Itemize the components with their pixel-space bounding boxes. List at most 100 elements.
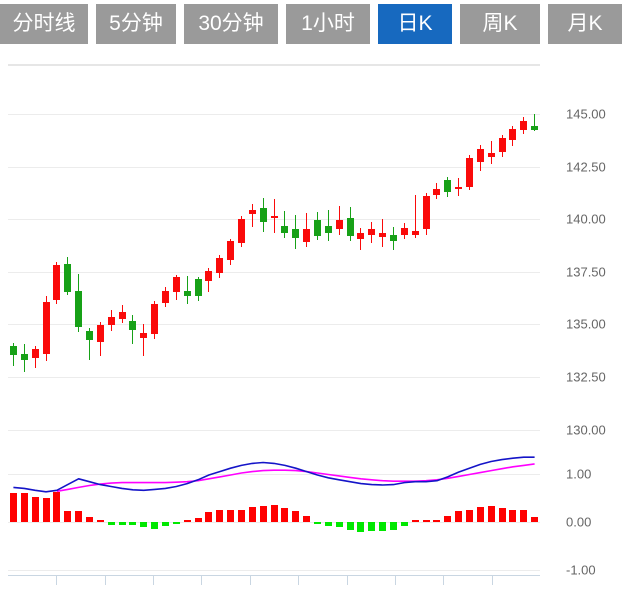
candle-body: [172, 277, 180, 292]
macd-histogram-bar: [498, 507, 506, 522]
candle-body: [129, 321, 137, 330]
candle-body: [433, 188, 441, 195]
tab-label: 30分钟: [198, 12, 264, 35]
candle-wick: [490, 141, 492, 165]
tab-6[interactable]: 周K: [460, 4, 540, 44]
dif-line: [13, 456, 535, 493]
price-gridline: [8, 324, 540, 326]
macd-plot-area[interactable]: 1.00 0.00 -1.00: [0, 420, 626, 589]
tab-label: 分时线: [12, 12, 76, 35]
candle-wick: [284, 210, 286, 239]
candle-wick: [12, 343, 14, 367]
tab-5[interactable]: 日K: [378, 4, 452, 44]
candle-body: [42, 302, 50, 354]
candle-body: [498, 138, 506, 152]
candle-body: [151, 304, 159, 334]
macd-histogram-bar: [183, 520, 191, 522]
macd-histogram-bar: [433, 519, 441, 522]
candle-body: [400, 227, 408, 235]
candle-body: [270, 216, 278, 219]
macd-histogram-bar: [64, 511, 72, 522]
candle-body: [422, 196, 430, 229]
candle-body: [216, 258, 224, 273]
macd-histogram-bar: [324, 522, 332, 526]
macd-gridline: [8, 474, 540, 475]
macd-histogram-bar: [140, 522, 148, 528]
candle-body: [85, 330, 93, 341]
candle-body: [465, 158, 473, 187]
macd-histogram-bar: [118, 522, 126, 526]
macd-histogram-bar: [227, 510, 235, 522]
candle-wick: [143, 324, 145, 356]
macd-histogram-bar: [237, 509, 245, 522]
x-axis-tick: [443, 576, 445, 585]
dea-line: [56, 463, 535, 493]
price-axis-label: 135.00: [566, 316, 606, 332]
macd-histogram-bar: [389, 522, 397, 530]
candle-body: [53, 265, 61, 301]
tab-1[interactable]: 分时线: [0, 4, 88, 44]
x-axis-tick: [491, 576, 493, 585]
macd-histogram-bar: [9, 493, 17, 522]
price-plot-area[interactable]: 145.00 142.50 140.00 137.50 135.00 132.50 130.…: [0, 48, 626, 437]
price-chart-panel: 145.00 142.50 140.00 137.50 135.00 132.50 130.…: [0, 48, 626, 437]
macd-histogram-bar: [20, 493, 28, 522]
price-gridline: [8, 377, 540, 378]
candle-body: [183, 290, 191, 296]
macd-histogram-bar: [303, 516, 311, 522]
price-gridline: [8, 114, 540, 115]
macd-histogram-bar: [42, 498, 50, 522]
macd-histogram-bar: [96, 520, 104, 522]
candle-body: [444, 180, 452, 192]
macd-histogram-bar: [205, 512, 213, 522]
macd-histogram-bar: [75, 511, 83, 522]
candle-body: [520, 121, 528, 130]
candle-body: [346, 218, 354, 237]
candle-wick: [534, 114, 536, 131]
price-gridline: [8, 271, 540, 273]
macd-histogram-bar: [335, 522, 343, 527]
macd-histogram-bar: [270, 504, 278, 522]
macd-histogram-bar: [85, 517, 93, 522]
candle-wick: [186, 276, 188, 305]
candle-body: [20, 353, 28, 361]
candle-body: [237, 219, 245, 244]
macd-histogram-bar: [444, 516, 452, 522]
candle-body: [140, 332, 148, 339]
candle-wick: [414, 195, 416, 239]
macd-histogram-bar: [422, 519, 430, 522]
tab-label: 周K: [482, 12, 518, 35]
candle-wick: [132, 314, 134, 345]
candle-body: [281, 225, 289, 233]
price-axis-label: 145.00: [566, 106, 606, 122]
macd-histogram-bar: [107, 522, 115, 525]
macd-histogram-bar: [476, 506, 484, 522]
candle-body: [455, 186, 463, 189]
macd-histogram-bar: [455, 511, 463, 522]
tab-3[interactable]: 30分钟: [184, 4, 278, 44]
candle-body: [64, 264, 72, 292]
macd-gridline: [8, 570, 540, 571]
tab-7[interactable]: 月K: [548, 4, 622, 44]
candle-body: [357, 232, 365, 240]
macd-histogram-bar: [411, 520, 419, 522]
price-axis-label: 130.00: [566, 422, 606, 438]
candle-body: [96, 325, 104, 343]
x-axis-line: [8, 575, 540, 576]
candle-body: [389, 234, 397, 242]
macd-histogram-bar: [248, 506, 256, 522]
tab-2[interactable]: 5分钟: [96, 4, 176, 44]
candle-body: [259, 207, 267, 223]
candle-body: [324, 225, 332, 233]
macd-line-layer: [13, 456, 535, 493]
price-axis-label: 140.00: [566, 211, 606, 227]
macd-histogram-bar: [216, 510, 224, 522]
macd-histogram-bar: [172, 522, 180, 525]
candle-body: [161, 290, 169, 304]
candle-body: [303, 228, 311, 243]
tab-4[interactable]: 1小时: [286, 4, 370, 44]
candle-body: [118, 311, 126, 320]
candle-wick: [88, 327, 90, 361]
candle-body: [75, 290, 83, 327]
macd-histogram-bar: [509, 509, 517, 522]
